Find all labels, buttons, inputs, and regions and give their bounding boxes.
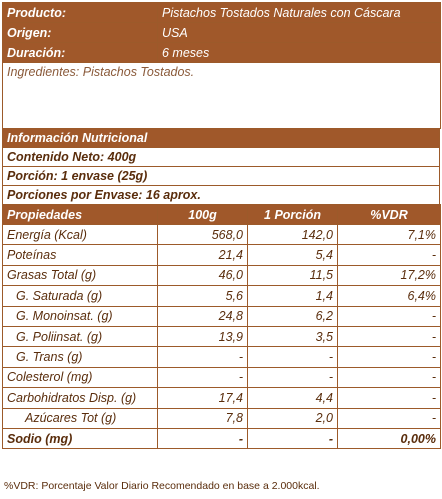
row-portion: - (247, 366, 338, 389)
origin-value: USA (157, 22, 441, 43)
table-row: G. Poliinsat. (g) 13,9 3,5 - (2, 325, 441, 348)
product-label: Producto: (2, 2, 158, 23)
table-row: Sodio (mg) - - 0,00% (2, 427, 441, 450)
table-row: G. Saturada (g) 5,6 1,4 6,4% (2, 285, 441, 307)
footnote: %VDR: Porcentaje Valor Diario Recomendad… (4, 480, 320, 492)
nutrition-label: Producto: Pistachos Tostados Naturales c… (2, 2, 441, 450)
row-100g: - (157, 427, 248, 450)
row-100g: - (157, 366, 248, 389)
row-100g: 13,9 (157, 325, 248, 348)
row-name: Carbohidratos Disp. (g) (2, 387, 158, 409)
servings-per-pack-row: Porciones por Envase: 16 aprox. (2, 185, 440, 205)
row-portion: - (247, 427, 338, 450)
table-row: Grasas Total (g) 46,0 11,5 17,2% (2, 264, 441, 287)
row-vdr: - (337, 346, 441, 368)
row-portion: 1,4 (247, 285, 338, 307)
row-vdr: - (337, 387, 441, 409)
product-value: Pistachos Tostados Naturales con Cáscara (157, 2, 441, 23)
row-vdr: - (337, 305, 441, 327)
product-row: Producto: Pistachos Tostados Naturales c… (2, 2, 441, 23)
row-100g: 568,0 (157, 223, 248, 246)
serving-row: Porción: 1 envase (25g) (2, 166, 440, 186)
servings-per-pack: Porciones por Envase: 16 aprox. (2, 185, 440, 205)
duration-value: 6 meses (157, 42, 441, 63)
col-header-vdr: %VDR (337, 204, 441, 225)
row-vdr: 0,00% (337, 427, 441, 450)
row-vdr: 6,4% (337, 285, 441, 307)
nutrition-table: Propiedades 100g 1 Porción %VDR Energía … (2, 204, 441, 450)
ingredients-text: Ingredientes: Pistachos Tostados. (2, 62, 441, 129)
col-header-portion: 1 Porción (247, 204, 338, 225)
row-vdr: 17,2% (337, 264, 441, 287)
row-name: G. Saturada (g) (2, 285, 158, 307)
duration-label: Duración: (2, 42, 158, 63)
row-name: Sodio (mg) (2, 427, 158, 450)
row-vdr: - (337, 325, 441, 348)
row-vdr: - (337, 366, 441, 389)
row-portion: 2,0 (247, 407, 338, 429)
row-portion: 3,5 (247, 325, 338, 348)
row-100g: 5,6 (157, 285, 248, 307)
row-name: G. Trans (g) (2, 346, 158, 368)
row-portion: 4,4 (247, 387, 338, 409)
nutrition-title-row: Información Nutricional (2, 128, 440, 148)
row-portion: - (247, 346, 338, 368)
row-vdr: 7,1% (337, 223, 441, 246)
net-content: Contenido Neto: 400g (2, 147, 440, 167)
row-name: G. Monoinsat. (g) (2, 305, 158, 327)
col-header-100g: 100g (157, 204, 248, 225)
origin-row: Origen: USA (2, 22, 441, 43)
row-name: G. Poliinsat. (g) (2, 325, 158, 348)
nutrition-header-table: Información Nutricional Contenido Neto: … (2, 128, 440, 205)
row-100g: 7,8 (157, 407, 248, 429)
serving-size: Porción: 1 envase (25g) (2, 166, 440, 186)
row-name: Poteínas (2, 244, 158, 266)
ingredients-row: Ingredientes: Pistachos Tostados. (2, 62, 441, 129)
table-row: Poteínas 21,4 5,4 - (2, 244, 441, 266)
row-100g: 46,0 (157, 264, 248, 287)
row-vdr: - (337, 244, 441, 266)
row-portion: 5,4 (247, 244, 338, 266)
col-header-properties: Propiedades (2, 204, 158, 225)
duration-row: Duración: 6 meses (2, 42, 441, 63)
product-info-table: Producto: Pistachos Tostados Naturales c… (2, 2, 441, 129)
table-row: Azúcares Tot (g) 7,8 2,0 - (2, 407, 441, 429)
row-name: Energía (Kcal) (2, 223, 158, 246)
table-header-row: Propiedades 100g 1 Porción %VDR (2, 204, 441, 225)
row-100g: 17,4 (157, 387, 248, 409)
row-100g: 24,8 (157, 305, 248, 327)
table-row: Energía (Kcal) 568,0 142,0 7,1% (2, 223, 441, 246)
net-content-row: Contenido Neto: 400g (2, 147, 440, 167)
row-vdr: - (337, 407, 441, 429)
row-portion: 142,0 (247, 223, 338, 246)
table-row: Carbohidratos Disp. (g) 17,4 4,4 - (2, 387, 441, 409)
row-100g: 21,4 (157, 244, 248, 266)
nutrition-title: Información Nutricional (2, 128, 440, 148)
row-name: Azúcares Tot (g) (2, 407, 158, 429)
row-portion: 11,5 (247, 264, 338, 287)
origin-label: Origen: (2, 22, 158, 43)
table-row: G. Monoinsat. (g) 24,8 6,2 - (2, 305, 441, 327)
row-name: Grasas Total (g) (2, 264, 158, 287)
table-row: Colesterol (mg) - - - (2, 366, 441, 389)
table-row: G. Trans (g) - - - (2, 346, 441, 368)
row-portion: 6,2 (247, 305, 338, 327)
row-name: Colesterol (mg) (2, 366, 158, 389)
row-100g: - (157, 346, 248, 368)
